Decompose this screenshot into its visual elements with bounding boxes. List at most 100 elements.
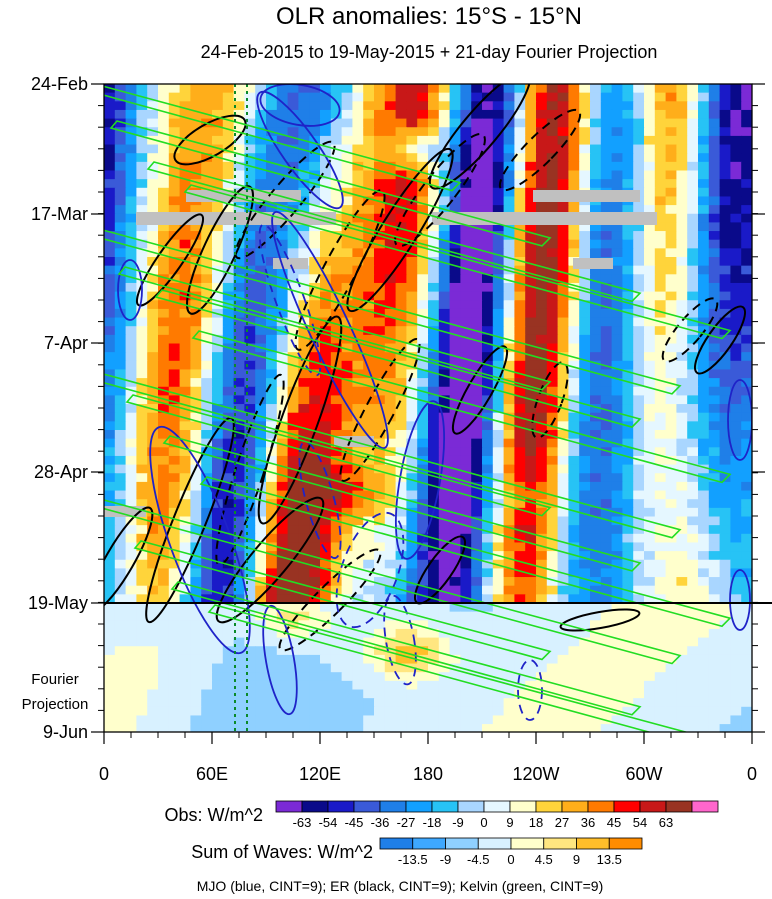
x-tick-label: 60E [196, 764, 228, 784]
field-cell [125, 395, 137, 405]
projection-cell [406, 706, 418, 717]
projection-cell [492, 628, 505, 639]
field-cell [438, 265, 451, 275]
field-cell [266, 395, 278, 405]
field-cell [395, 248, 407, 258]
field-cell [676, 84, 688, 94]
field-cell [168, 360, 181, 371]
projection-cell [525, 724, 537, 732]
projection-cell [557, 724, 569, 732]
field-cell [147, 92, 159, 102]
field-cell [276, 248, 289, 258]
field-cell [114, 161, 127, 172]
field-cell [320, 404, 332, 414]
field-cell [698, 559, 710, 569]
field-cell [471, 404, 483, 414]
field-cell [654, 395, 667, 405]
field-cell [741, 308, 752, 319]
field-cell [698, 127, 710, 137]
field-cell [179, 109, 191, 120]
field-cell [611, 334, 623, 345]
projection-cell [611, 611, 623, 621]
field-cell [222, 326, 235, 336]
field-cell [428, 326, 440, 336]
field-cell [114, 222, 127, 232]
projection-cell [330, 706, 343, 717]
field-cell [730, 326, 742, 336]
field-cell [222, 248, 235, 258]
field-cell [114, 334, 127, 345]
field-cell [557, 179, 569, 189]
field-cell [536, 525, 548, 535]
field-cell [114, 594, 127, 604]
colorbar-tick-label: -36 [371, 815, 390, 830]
field-cell [406, 516, 418, 526]
projection-cell [482, 689, 494, 699]
field-cell [438, 378, 451, 388]
field-cell [708, 551, 721, 561]
field-cell [698, 334, 710, 345]
projection-cell [190, 715, 202, 725]
field-cell [557, 222, 569, 232]
field-cell [158, 231, 170, 241]
field-cell [503, 516, 515, 526]
field-cell [568, 326, 580, 336]
field-cell [287, 239, 299, 249]
projection-cell [384, 637, 397, 647]
field-cell [719, 455, 731, 466]
projection-cell [600, 611, 613, 621]
projection-cell [125, 620, 137, 630]
field-cell [114, 308, 127, 319]
projection-cell [276, 620, 289, 630]
field-cell [125, 551, 137, 561]
field-cell [482, 248, 494, 258]
kelvin-contour [104, 373, 682, 539]
field-cell [622, 507, 634, 518]
field-cell [212, 248, 224, 258]
field-cell [492, 196, 505, 206]
field-cell [568, 265, 580, 275]
field-cell [579, 170, 591, 180]
field-cell [341, 473, 353, 483]
field-cell [536, 222, 548, 232]
field-cell [320, 507, 332, 518]
field-cell [298, 525, 310, 535]
field-cell [276, 144, 289, 154]
field-cell [568, 109, 580, 120]
projection-cell [730, 637, 742, 647]
projection-cell [687, 663, 699, 673]
field-cell [503, 187, 515, 198]
projection-cell [244, 689, 256, 699]
field-cell [525, 291, 537, 301]
field-cell [438, 559, 451, 569]
field-cell [644, 222, 656, 232]
field-cell [482, 455, 494, 466]
field-cell [482, 438, 494, 448]
field-cell [676, 585, 688, 595]
projection-cell [352, 637, 364, 647]
field-cell [536, 568, 548, 578]
field-cell [179, 430, 191, 440]
projection-cell [201, 698, 213, 708]
field-cell [536, 257, 548, 267]
field-cell [579, 231, 591, 241]
field-cell [698, 577, 710, 587]
field-cell [222, 551, 235, 561]
field-cell [698, 308, 710, 319]
projection-cell [536, 724, 548, 732]
projection-cell [611, 654, 623, 665]
field-cell [406, 490, 418, 500]
field-cell [190, 274, 202, 284]
field-cell [719, 326, 731, 336]
projection-cell [341, 689, 353, 699]
projection-cell [233, 637, 245, 647]
field-cell [665, 499, 677, 509]
field-cell [104, 257, 116, 267]
field-cell [449, 551, 461, 561]
field-cell [287, 274, 299, 284]
field-cell [158, 274, 170, 284]
field-cell [568, 144, 580, 154]
field-cell [417, 257, 429, 267]
field-cell [741, 395, 752, 405]
field-cell [698, 386, 710, 396]
